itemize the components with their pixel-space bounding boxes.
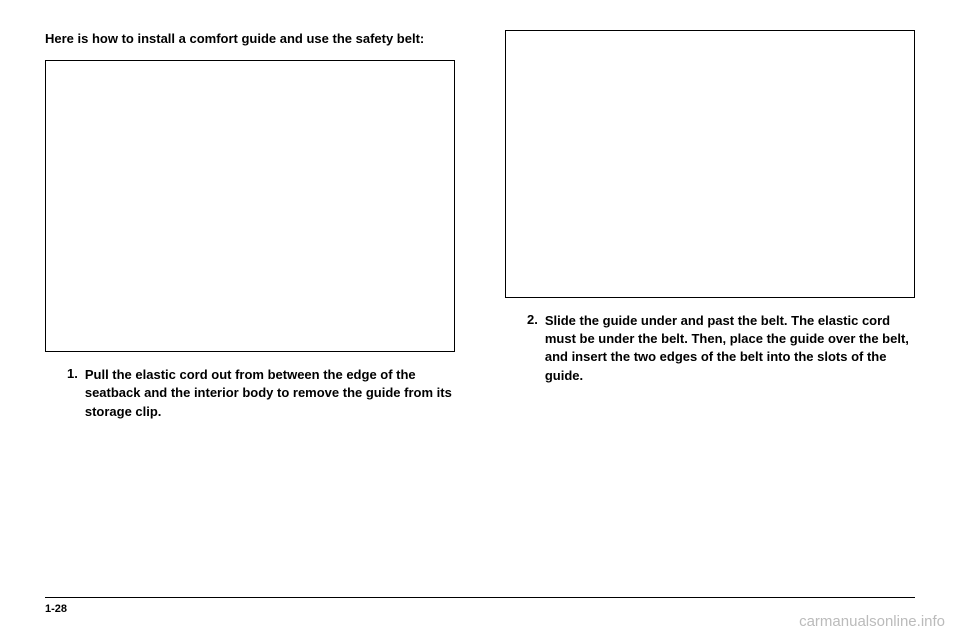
page-number: 1-28 [45,603,67,615]
step-2-text: Slide the guide under and past the belt.… [545,312,915,385]
step-2-number: 2. [527,312,538,327]
right-column: 2. Slide the guide under and past the be… [505,30,915,421]
footer-divider [45,597,915,598]
intro-text: Here is how to install a comfort guide a… [45,30,455,48]
left-column: Here is how to install a comfort guide a… [45,30,455,421]
figure-step-1 [45,60,455,352]
step-1-number: 1. [67,366,78,381]
watermark: carmanualsonline.info [799,613,945,630]
figure-step-2 [505,30,915,298]
step-2: 2. Slide the guide under and past the be… [505,312,915,385]
content-area: Here is how to install a comfort guide a… [45,30,915,421]
step-1: 1. Pull the elastic cord out from betwee… [45,366,455,421]
step-1-text: Pull the elastic cord out from between t… [85,366,455,421]
